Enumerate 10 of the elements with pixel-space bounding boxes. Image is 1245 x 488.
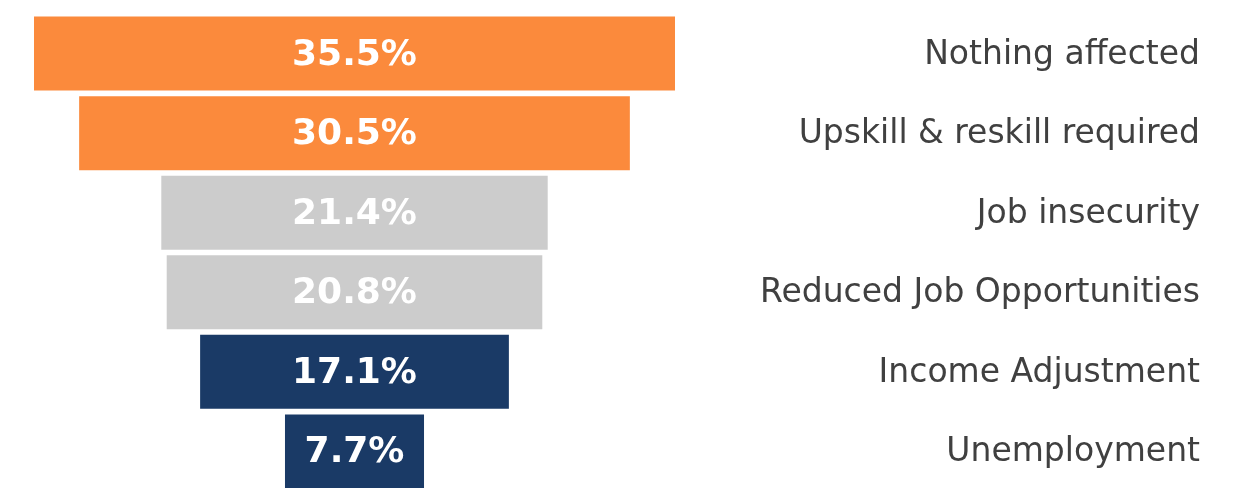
category-label: Income Adjustment	[878, 350, 1201, 390]
category-label: Unemployment	[946, 430, 1201, 470]
category-label: Reduced Job Opportunities	[759, 271, 1200, 311]
category-label: Nothing affected	[924, 32, 1200, 72]
data-label: 7.7%	[304, 429, 405, 471]
category-label: Upskill & reskill required	[798, 112, 1200, 152]
data-label: 17.1%	[292, 349, 417, 391]
data-label: 30.5%	[292, 111, 417, 153]
category-label: Job insecurity	[974, 191, 1200, 231]
data-label: 35.5%	[292, 31, 417, 73]
